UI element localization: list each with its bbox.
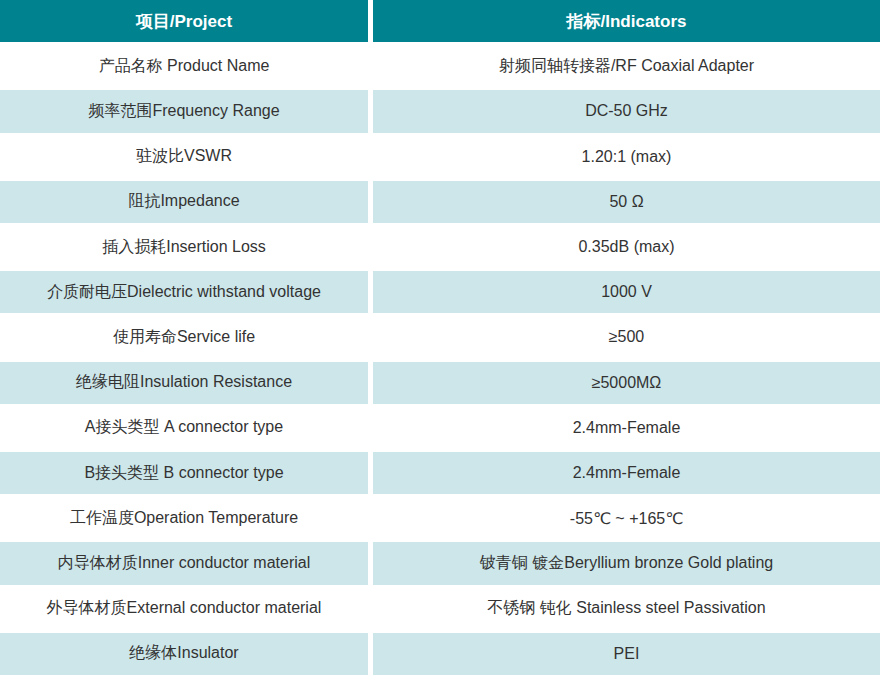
row-project-cell: 驻波比VSWR [0,136,368,178]
row-project-cell: 外导体材质External conductor material [0,588,368,630]
column-header-indicators: 指标/Indicators [373,0,880,42]
row-indicator-cell: ≥500 [373,316,880,358]
row-project-cell: A接头类型 A connector type [0,407,368,449]
row-project-cell: 产品名称 Product Name [0,45,368,87]
row-indicator-cell: ≥5000MΩ [373,362,880,404]
row-indicator-cell: 2.4mm-Female [373,452,880,494]
row-indicator-cell: DC-50 GHz [373,90,880,132]
row-indicator-cell: 50 Ω [373,181,880,223]
row-project-cell: B接头类型 B connector type [0,452,368,494]
row-indicator-cell: -55℃ ~ +165℃ [373,497,880,539]
row-indicator-cell: 铍青铜 镀金Beryllium bronze Gold plating [373,542,880,584]
row-project-cell: 内导体材质Inner conductor material [0,542,368,584]
row-project-cell: 阻抗Impedance [0,181,368,223]
row-project-cell: 插入损耗Insertion Loss [0,226,368,268]
row-project-cell: 使用寿命Service life [0,316,368,358]
row-project-cell: 工作温度Operation Temperature [0,497,368,539]
row-indicator-cell: PEI [373,633,880,675]
row-project-cell: 绝缘体Insulator [0,633,368,675]
column-header-project: 项目/Project [0,0,368,42]
row-indicator-cell: 1000 V [373,271,880,313]
row-project-cell: 绝缘电阻Insulation Resistance [0,362,368,404]
row-indicator-cell: 2.4mm-Female [373,407,880,449]
spec-table: 项目/Project 指标/Indicators 产品名称 Product Na… [0,0,880,675]
row-indicator-cell: 0.35dB (max) [373,226,880,268]
row-indicator-cell: 1.20:1 (max) [373,136,880,178]
spec-sheet: 项目/Project 指标/Indicators 产品名称 Product Na… [0,0,880,678]
row-project-cell: 介质耐电压Dielectric withstand voltage [0,271,368,313]
row-project-cell: 频率范围Frequency Range [0,90,368,132]
row-indicator-cell: 不锈钢 钝化 Stainless steel Passivation [373,588,880,630]
row-indicator-cell: 射频同轴转接器/RF Coaxial Adapter [373,45,880,87]
